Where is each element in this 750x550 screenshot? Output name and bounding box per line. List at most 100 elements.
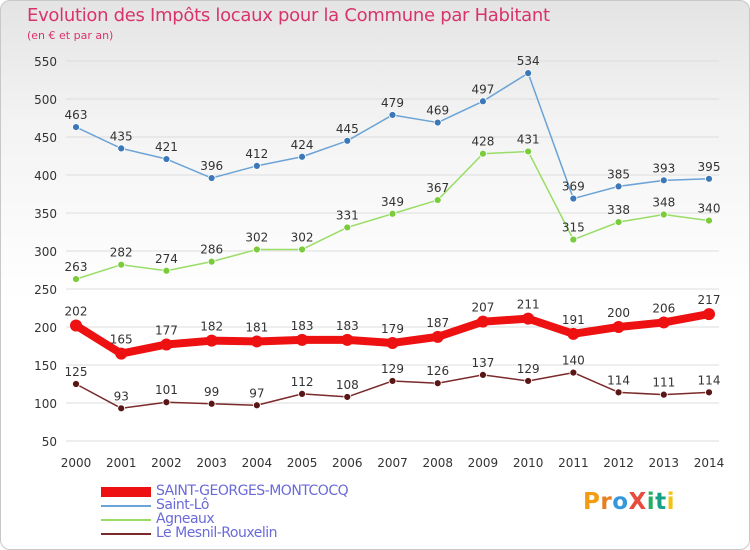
data-point (70, 319, 82, 332)
data-point (479, 149, 487, 158)
data-label: 421 (155, 140, 178, 154)
data-point (207, 399, 216, 408)
logo-letter: r (600, 489, 613, 515)
data-label: 182 (200, 320, 223, 334)
x-tick-label: 2011 (558, 456, 589, 470)
data-label: 395 (698, 160, 721, 174)
legend-label: Agneaux (156, 511, 215, 527)
data-label: 428 (471, 135, 494, 149)
data-label: 315 (562, 221, 585, 235)
data-point (614, 218, 623, 227)
y-tick-label: 300 (34, 245, 57, 259)
y-tick-label: 550 (34, 55, 57, 69)
data-point (207, 174, 216, 182)
data-label: 286 (200, 243, 223, 257)
x-tick-label: 2006 (332, 456, 363, 470)
data-label: 479 (381, 96, 404, 110)
data-point (431, 330, 444, 343)
y-tick-label: 450 (34, 131, 57, 145)
data-label: 302 (291, 230, 314, 244)
legend-label: Saint-Lô (156, 497, 209, 513)
y-tick-label: 500 (34, 93, 57, 107)
data-point (162, 398, 171, 407)
y-tick-label: 400 (34, 169, 57, 183)
data-label: 125 (65, 365, 88, 379)
data-point (343, 393, 352, 401)
data-point (433, 118, 442, 127)
data-point (388, 111, 397, 119)
legend-label: SAINT-GEORGES-MONTCOCQ (156, 483, 349, 499)
x-tick-label: 2010 (513, 456, 544, 470)
data-point (117, 404, 126, 413)
data-point (252, 245, 261, 254)
data-point (567, 327, 580, 340)
data-label: 101 (155, 383, 178, 397)
data-point (298, 152, 306, 161)
data-label: 497 (471, 82, 494, 96)
x-tick-label: 2005 (287, 456, 318, 470)
data-label: 181 (245, 320, 268, 334)
data-point (705, 216, 713, 225)
data-label: 424 (291, 138, 314, 152)
data-label: 191 (562, 313, 585, 327)
data-label: 177 (155, 323, 178, 337)
data-point (705, 388, 713, 397)
data-label: 207 (471, 301, 494, 315)
data-point (479, 370, 487, 379)
data-point (117, 144, 126, 153)
legend-label: Le Mesnil-Rouxelin (156, 525, 277, 541)
logo-letter: o (612, 489, 629, 515)
data-label: 274 (155, 252, 178, 266)
data-label: 99 (204, 385, 219, 399)
data-label: 534 (517, 54, 540, 68)
data-label: 187 (426, 316, 449, 330)
data-label: 183 (291, 319, 314, 333)
data-label: 140 (562, 354, 585, 368)
data-label: 111 (652, 376, 675, 390)
logo-letter: X (628, 489, 647, 515)
data-point (476, 315, 489, 328)
data-label: 114 (607, 373, 630, 387)
data-label: 282 (110, 246, 133, 260)
logo-letter: i (646, 489, 656, 515)
data-point (659, 210, 668, 219)
logo-letter: P (583, 489, 601, 515)
y-tick-label: 100 (34, 397, 57, 411)
data-point (705, 174, 713, 183)
x-tick-label: 2008 (422, 456, 453, 470)
y-tick-label: 150 (34, 359, 57, 373)
data-point (298, 245, 306, 254)
data-label: 137 (471, 356, 494, 370)
data-point (522, 312, 535, 325)
data-point (569, 368, 578, 377)
x-tick-label: 2007 (377, 456, 408, 470)
data-point (614, 388, 623, 397)
data-point (388, 377, 397, 385)
data-point (72, 380, 80, 388)
data-label: 114 (698, 373, 721, 387)
data-point (388, 209, 397, 218)
data-label: 340 (698, 202, 721, 216)
data-label: 367 (426, 181, 449, 195)
data-point (659, 176, 668, 185)
data-point (703, 308, 715, 321)
data-label: 129 (381, 362, 404, 376)
data-point (117, 260, 126, 269)
data-label: 348 (652, 196, 675, 210)
data-point (298, 389, 306, 398)
x-tick-label: 2002 (151, 456, 182, 470)
y-tick-label: 200 (34, 321, 57, 335)
data-point (433, 379, 442, 388)
data-point (252, 161, 261, 170)
data-point (250, 335, 263, 348)
data-point (343, 136, 352, 145)
y-tick-label: 350 (34, 207, 57, 221)
data-label: 445 (336, 122, 359, 136)
data-label: 412 (245, 147, 268, 161)
data-point (569, 235, 578, 244)
data-label: 469 (426, 104, 449, 118)
data-point (657, 316, 670, 329)
data-label: 369 (562, 180, 585, 194)
data-label: 349 (381, 195, 404, 209)
